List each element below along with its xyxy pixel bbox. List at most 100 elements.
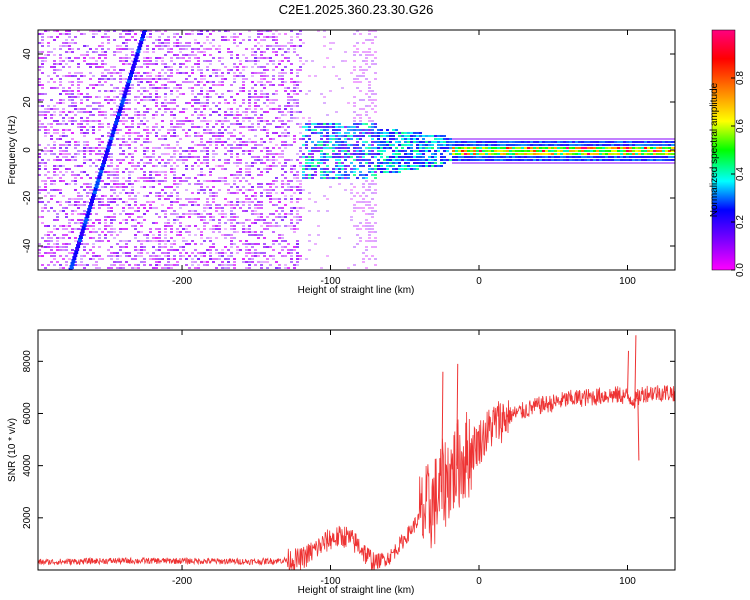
spectrogram-cell bbox=[227, 120, 230, 122]
spectrogram-cell bbox=[230, 114, 233, 116]
spectrogram-cell bbox=[362, 201, 365, 203]
spectrogram-cell bbox=[281, 249, 284, 251]
spectrogram-cell bbox=[116, 252, 119, 254]
spectrogram-cell bbox=[77, 57, 80, 59]
spectrogram-cell bbox=[239, 189, 242, 191]
spectrogram-cell bbox=[263, 120, 266, 122]
spectrogram-cell bbox=[155, 102, 158, 104]
spectrogram-cell bbox=[128, 162, 131, 164]
spectrogram-cell bbox=[65, 207, 68, 209]
spectrogram-cell bbox=[86, 183, 89, 185]
spectrogram-cell bbox=[275, 240, 278, 242]
spectrogram-cell bbox=[200, 51, 203, 53]
spectrogram-cell bbox=[407, 147, 410, 149]
spectrogram-cell bbox=[275, 108, 278, 110]
spectrogram-cell bbox=[89, 165, 92, 167]
spectrogram-cell bbox=[248, 105, 251, 107]
spectrogram-cell bbox=[206, 60, 209, 62]
spectrogram-cell bbox=[98, 105, 101, 107]
spectrogram-cell bbox=[248, 168, 251, 170]
spectrogram-cell bbox=[179, 45, 182, 47]
spectrogram-cell bbox=[602, 150, 605, 152]
spectrogram-cell bbox=[239, 147, 242, 149]
spectrogram-cell bbox=[479, 162, 482, 164]
spectrogram-cell bbox=[263, 30, 266, 32]
spectrogram-cell bbox=[131, 198, 134, 200]
spectrogram-cell bbox=[269, 150, 272, 152]
spectrogram-cell bbox=[164, 252, 167, 254]
snr-ytick-label: 8000 bbox=[22, 350, 33, 373]
spectrogram-cell bbox=[185, 135, 188, 137]
spectrogram-streak-cell bbox=[95, 181, 100, 185]
spectrogram-cell bbox=[149, 87, 152, 89]
spectrogram-cell bbox=[302, 117, 305, 119]
spectrogram-cell bbox=[122, 189, 125, 191]
spectrogram-cell bbox=[74, 144, 77, 146]
spectrogram-cell bbox=[44, 93, 47, 95]
spectrogram-cell bbox=[101, 54, 104, 56]
spectrogram-cell bbox=[131, 165, 134, 167]
spectrogram-cell bbox=[275, 210, 278, 212]
spectrogram-cell bbox=[77, 153, 80, 155]
spectrogram-cell bbox=[338, 129, 341, 131]
spectrogram-cell bbox=[239, 114, 242, 116]
spectrogram-cell bbox=[533, 159, 536, 161]
spectrogram-cell bbox=[254, 204, 257, 206]
spectrogram-cell bbox=[68, 159, 71, 161]
spectrogram-cell bbox=[221, 249, 224, 251]
spectrogram-cell bbox=[221, 177, 224, 179]
spectrogram-cell bbox=[197, 216, 200, 218]
spectrogram-cell bbox=[230, 135, 233, 137]
spectrogram-cell bbox=[362, 144, 365, 146]
spectrogram-cell bbox=[308, 159, 311, 161]
spectrogram-cell bbox=[392, 138, 395, 140]
spectrogram-cell bbox=[344, 177, 347, 179]
spectrogram-cell bbox=[68, 96, 71, 98]
spectrogram-cell bbox=[218, 204, 221, 206]
spectrogram-cell bbox=[584, 141, 587, 143]
spectrogram-cell bbox=[152, 201, 155, 203]
spectrogram-cell bbox=[548, 147, 551, 149]
spectrogram-cell bbox=[605, 147, 608, 149]
spectrogram-cell bbox=[386, 162, 389, 164]
spectrogram-cell bbox=[113, 216, 116, 218]
spectrogram-cell bbox=[50, 114, 53, 116]
spectrogram-cell bbox=[368, 117, 371, 119]
spectrogram-cell bbox=[299, 156, 302, 158]
spectrogram-cell bbox=[641, 147, 644, 149]
spectrogram-cell bbox=[308, 123, 311, 125]
spectrogram-cell bbox=[131, 36, 134, 38]
spectrogram-cell bbox=[275, 45, 278, 47]
spectrogram-cell bbox=[92, 129, 95, 131]
spectrogram-cell bbox=[539, 156, 542, 158]
spectrogram-streak-cell bbox=[136, 49, 141, 53]
spectrogram-cell bbox=[563, 138, 566, 140]
spectrogram-cell bbox=[206, 96, 209, 98]
spectrogram-cell bbox=[260, 231, 263, 233]
spectrogram-cell bbox=[194, 78, 197, 80]
spectrogram-cell bbox=[194, 144, 197, 146]
spectrogram-cell bbox=[281, 207, 284, 209]
spectrogram-cell bbox=[251, 231, 254, 233]
spectrogram-cell bbox=[98, 189, 101, 191]
spectrogram-cell bbox=[272, 102, 275, 104]
spectrogram-cell bbox=[185, 120, 188, 122]
spectrogram-cell bbox=[296, 213, 299, 215]
spectrogram-cell bbox=[224, 153, 227, 155]
spectrogram-cell bbox=[533, 156, 536, 158]
spectrogram-cell bbox=[455, 159, 458, 161]
spectrogram-cell bbox=[278, 75, 281, 77]
spectrogram-cell bbox=[86, 186, 89, 188]
spectrogram-cell bbox=[395, 171, 398, 173]
spectrogram-cell bbox=[326, 138, 329, 140]
spectrogram-cell bbox=[74, 174, 77, 176]
spectrogram-cell bbox=[302, 177, 305, 179]
spectrogram-cell bbox=[305, 159, 308, 161]
spectrogram-cell bbox=[410, 150, 413, 152]
spectrogram-cell bbox=[665, 147, 668, 149]
spectrogram-cell bbox=[278, 252, 281, 254]
spectrogram-cell bbox=[209, 120, 212, 122]
spectrogram-cell bbox=[449, 138, 452, 140]
spectrogram-cell bbox=[185, 204, 188, 206]
spectrogram-cell bbox=[629, 144, 632, 146]
